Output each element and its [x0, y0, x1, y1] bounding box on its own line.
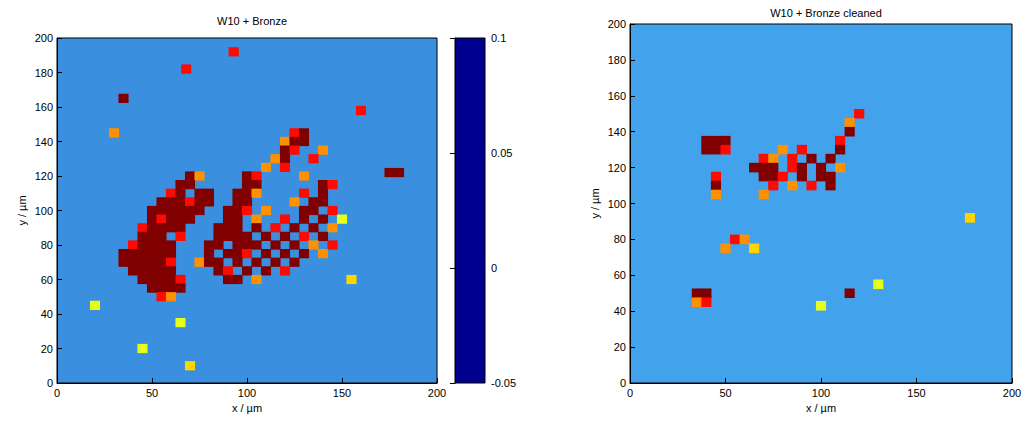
svg-text:150: 150 — [907, 387, 925, 399]
svg-text:0: 0 — [491, 262, 497, 274]
svg-text:200: 200 — [608, 18, 626, 30]
svg-text:100: 100 — [608, 198, 626, 210]
svg-text:80: 80 — [614, 233, 626, 245]
svg-text:x / µm: x / µm — [232, 402, 262, 414]
svg-text:40: 40 — [614, 305, 626, 317]
svg-text:x / µm: x / µm — [806, 402, 836, 414]
svg-text:60: 60 — [614, 269, 626, 281]
svg-text:160: 160 — [608, 90, 626, 102]
svg-text:140: 140 — [608, 126, 626, 138]
svg-text:y / µm: y / µm — [16, 195, 28, 225]
svg-text:20: 20 — [41, 343, 53, 355]
svg-text:0.05: 0.05 — [491, 147, 512, 159]
svg-text:100: 100 — [238, 387, 256, 399]
svg-text:W10 + Bronze: W10 + Bronze — [217, 15, 287, 27]
svg-text:50: 50 — [719, 387, 731, 399]
svg-text:180: 180 — [608, 54, 626, 66]
svg-text:120: 120 — [35, 170, 53, 182]
svg-text:W10 + Bronze cleaned: W10 + Bronze cleaned — [770, 7, 882, 19]
svg-text:0: 0 — [47, 377, 53, 389]
svg-text:200: 200 — [35, 32, 53, 44]
svg-text:140: 140 — [35, 136, 53, 148]
svg-text:80: 80 — [41, 239, 53, 251]
svg-text:0.1: 0.1 — [491, 32, 506, 44]
svg-text:40: 40 — [41, 308, 53, 320]
svg-text:20: 20 — [614, 341, 626, 353]
svg-text:180: 180 — [35, 67, 53, 79]
svg-text:100: 100 — [812, 387, 830, 399]
svg-text:60: 60 — [41, 274, 53, 286]
svg-text:50: 50 — [146, 387, 158, 399]
svg-text:200: 200 — [1003, 387, 1021, 399]
svg-text:0: 0 — [620, 377, 626, 389]
svg-text:y / µm: y / µm — [589, 188, 601, 218]
svg-text:0: 0 — [54, 387, 60, 399]
svg-text:200: 200 — [428, 387, 446, 399]
svg-text:-0.05: -0.05 — [491, 377, 516, 389]
svg-text:0: 0 — [627, 387, 633, 399]
svg-text:150: 150 — [333, 387, 351, 399]
svg-text:100: 100 — [35, 205, 53, 217]
svg-text:120: 120 — [608, 162, 626, 174]
svg-text:160: 160 — [35, 101, 53, 113]
